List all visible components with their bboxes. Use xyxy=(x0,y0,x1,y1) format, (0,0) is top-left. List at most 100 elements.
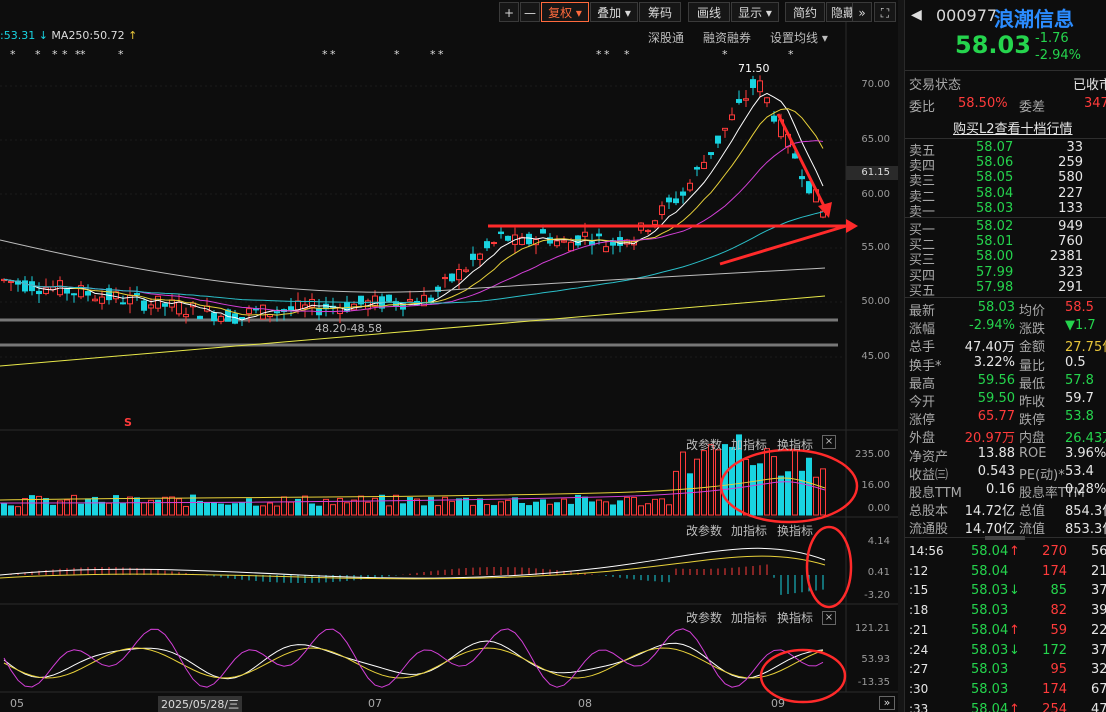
candle-body xyxy=(568,241,574,252)
stat-value: 854.3亿 xyxy=(1065,504,1106,520)
ask-volume: 133 xyxy=(1058,200,1083,216)
macd-add-button[interactable]: 加指标 xyxy=(731,524,768,538)
panel-splitter[interactable] xyxy=(898,0,904,712)
shengu-link[interactable]: 深股通 xyxy=(648,31,685,45)
bid-volume: 2381 xyxy=(1049,249,1083,265)
zoom-in-button[interactable]: + xyxy=(499,2,519,22)
stat-value: 0.5 xyxy=(1065,354,1086,370)
volume-bar xyxy=(463,497,469,516)
kdj-add-button[interactable]: 加指标 xyxy=(731,611,768,625)
tick-down-arrow-icon: ↓ xyxy=(1009,583,1020,599)
volume-bar xyxy=(106,502,112,516)
fuquan-button[interactable]: 复权 ▾ xyxy=(541,2,589,22)
ask-volume: 33 xyxy=(1066,140,1083,155)
volume-bar xyxy=(708,444,714,516)
candle-body xyxy=(708,152,714,156)
volume-bar xyxy=(596,499,602,516)
xianshi-button[interactable]: 显示 ▾ xyxy=(731,2,779,22)
ma-setting-link[interactable]: 设置均线 ▾ xyxy=(770,31,828,45)
candle-body xyxy=(99,296,105,304)
vol-params-button[interactable]: 改参数 xyxy=(686,438,723,452)
fullscreen-icon[interactable]: ⛶ xyxy=(874,2,896,22)
stock-code: 000977 xyxy=(936,6,998,25)
collapse-left-icon[interactable]: ◀ xyxy=(911,7,922,23)
volume-bar xyxy=(260,505,266,516)
candle-body xyxy=(295,300,301,311)
volume-bar xyxy=(547,503,553,516)
volume-bar xyxy=(8,505,14,516)
stat-value: 27.75亿 xyxy=(1065,340,1106,356)
macd-params-button[interactable]: 改参数 xyxy=(686,524,723,538)
more-arrow-icon[interactable]: » xyxy=(852,2,872,22)
scroll-right-icon[interactable]: » xyxy=(879,696,895,710)
macd-change-button[interactable]: 换指标 xyxy=(777,524,814,538)
stock-name[interactable]: 浪潮信息 xyxy=(994,7,1074,31)
tick-count: 32 xyxy=(1091,662,1106,678)
tick-count: 56 xyxy=(1091,544,1106,559)
candle-body xyxy=(127,294,133,305)
jianyue-button[interactable]: 简约 xyxy=(785,2,825,22)
candle-body xyxy=(78,285,84,298)
chouma-button[interactable]: 筹码 xyxy=(639,2,681,22)
candle-body xyxy=(134,293,140,296)
diejia-label: 叠加 xyxy=(597,6,622,20)
candle-body xyxy=(456,269,462,281)
volume-bar xyxy=(421,505,427,516)
stat-label: 最高 xyxy=(909,376,936,392)
kline-svg[interactable]: * * * * * * * * * * * * * * * * * xyxy=(0,0,898,712)
stat-label: 昨收 xyxy=(1019,395,1046,410)
ask-price: 58.06 xyxy=(976,155,1014,171)
tick-price: 58.03 xyxy=(971,681,1009,697)
volume-bar xyxy=(680,451,686,516)
highlight-circle xyxy=(805,525,853,609)
candle-body xyxy=(603,246,609,253)
stock-pct: -2.94% xyxy=(1035,48,1081,63)
volume-bar xyxy=(533,501,539,516)
quote-panel: ◀ 000977 浪潮信息 58.03 -1.76 -2.94% 交易状态 已收… xyxy=(904,0,1106,712)
down-arrow xyxy=(776,113,828,211)
down-arrow-icon: ↓ xyxy=(38,29,48,42)
stat-value: 53.4 xyxy=(1065,463,1094,479)
candle-body xyxy=(477,253,483,260)
ma250-line xyxy=(0,295,826,367)
kline-chart-area[interactable]: * * * * * * * * * * * * * * * * * + — 复权 ▾ 叠加 ▾ 筹码 画线 显示… xyxy=(0,0,898,712)
huaxian-button[interactable]: 画线 xyxy=(688,2,730,22)
kdj-change-button[interactable]: 换指标 xyxy=(777,611,814,625)
stat-label: 流值 xyxy=(1019,522,1046,538)
x-cursor-date: 2025/05/28/三 xyxy=(158,696,243,712)
volume-bar xyxy=(274,505,280,516)
stat-value: 14.70亿 xyxy=(964,522,1015,538)
volume-bar xyxy=(386,505,392,516)
volume-bar xyxy=(358,495,364,516)
volume-bar xyxy=(190,494,196,516)
zoom-out-button[interactable]: — xyxy=(520,2,540,22)
stat-label: 净资产 xyxy=(909,449,949,465)
event-marker-icon: * xyxy=(438,48,444,61)
kdj-close-icon[interactable]: × xyxy=(822,611,836,625)
candle-body xyxy=(799,176,805,180)
tick-volume: 85 xyxy=(1050,583,1067,599)
ask-price: 58.04 xyxy=(976,185,1014,201)
event-marker-icon: * xyxy=(330,48,336,61)
volume-bar xyxy=(64,499,70,516)
rongzi-link[interactable]: 融资融券 xyxy=(703,31,752,45)
diejia-button[interactable]: 叠加 ▾ xyxy=(590,2,638,22)
kdj-params-button[interactable]: 改参数 xyxy=(686,611,723,625)
stat-value: 14.72亿 xyxy=(964,504,1015,520)
tick-up-arrow-icon: ↑ xyxy=(1009,622,1020,638)
event-marker-icon: * xyxy=(596,48,602,61)
candle-body xyxy=(491,242,497,245)
tick-count: 22 xyxy=(1091,622,1106,638)
divider xyxy=(905,138,1106,139)
yincang-button[interactable]: 隐藏 xyxy=(826,2,860,22)
l2-link[interactable]: 购买L2查看十档行情 xyxy=(953,122,1073,137)
vol-change-button[interactable]: 换指标 xyxy=(777,438,814,452)
bid-volume: 323 xyxy=(1058,264,1083,280)
volume-bar xyxy=(232,503,238,516)
volume-bar xyxy=(519,502,525,516)
vol-close-icon[interactable]: × xyxy=(822,435,836,449)
kdj-tick: 121.21 xyxy=(855,623,890,634)
resize-handle[interactable] xyxy=(985,536,1025,540)
vol-add-button[interactable]: 加指标 xyxy=(731,438,768,452)
stat-label: 今开 xyxy=(909,395,936,410)
